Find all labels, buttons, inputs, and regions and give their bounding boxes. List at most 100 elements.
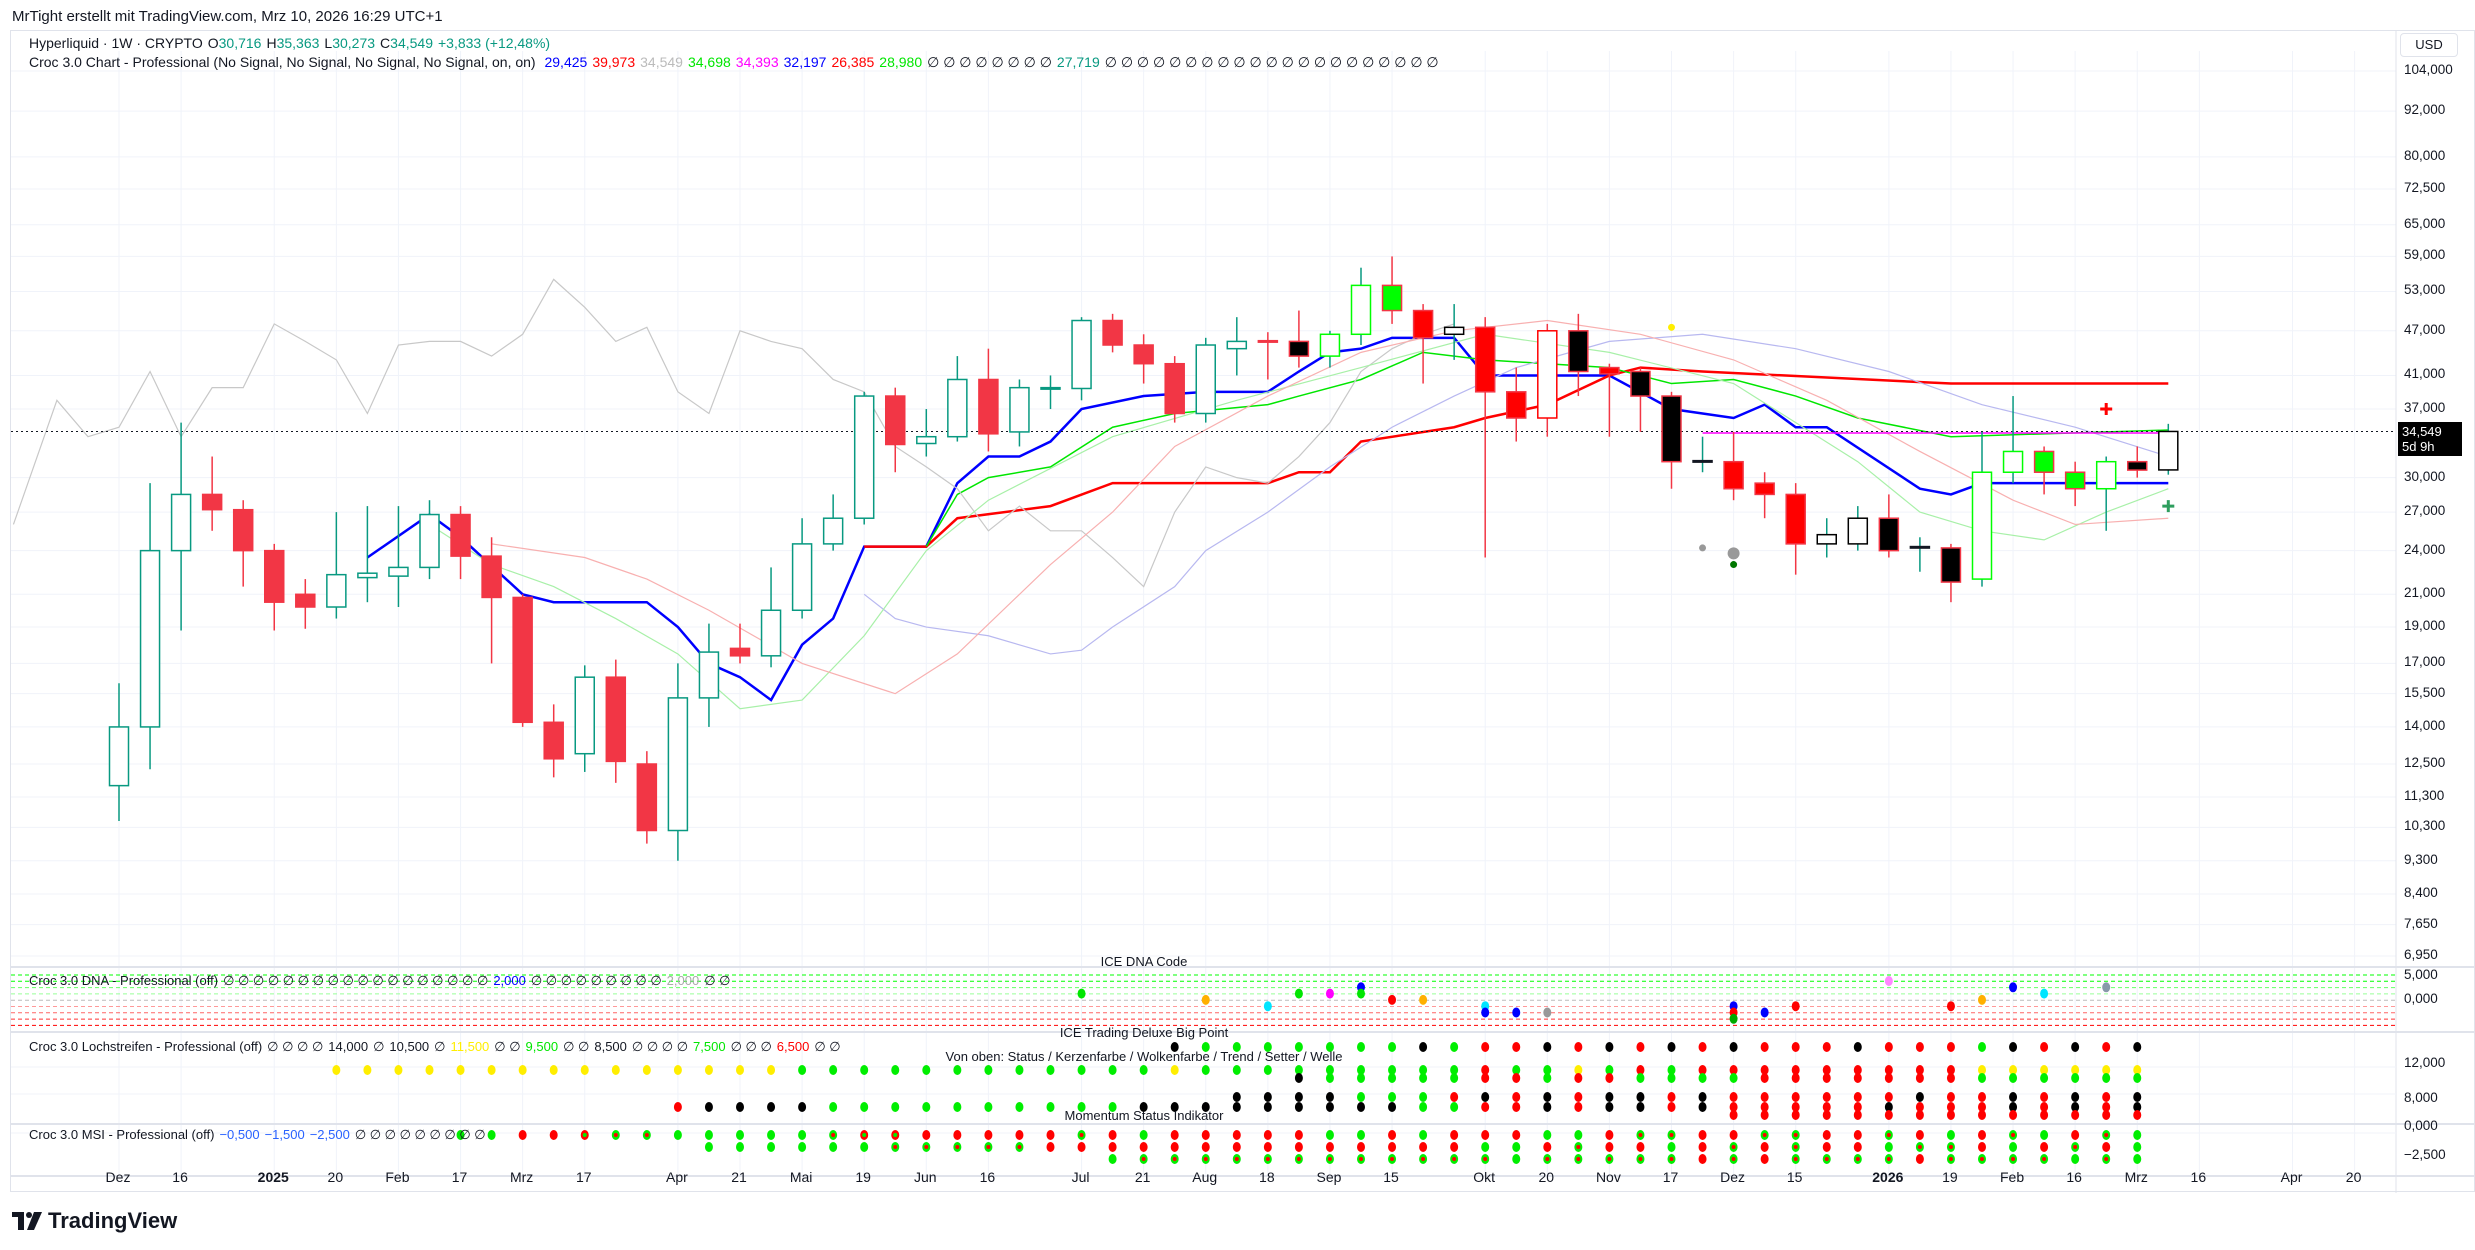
msi-dot [1419, 1142, 1428, 1152]
lochstreifen-legend[interactable]: Croc 3.0 Lochstreifen - Professional (of… [29, 1039, 846, 1055]
candle-body [1723, 460, 1744, 490]
currency-button[interactable]: USD [2400, 33, 2458, 57]
indicator-legend[interactable]: Croc 3.0 Chart - Professional (No Signal… [29, 54, 1444, 71]
lochstreifen-dot [1978, 1110, 1986, 1120]
msi-dot [1388, 1142, 1397, 1152]
lochstreifen-dot [984, 1102, 993, 1112]
legend-value: 6,500 [776, 1039, 810, 1054]
msi-dot [1325, 1130, 1334, 1140]
msi-dot [2133, 1154, 2142, 1164]
msi-dot [1915, 1154, 1924, 1164]
lochstreifen-dot [1698, 1042, 1707, 1052]
lochstreifen-dot [2009, 1042, 2018, 1052]
lochstreifen-dot [2009, 1110, 2018, 1120]
dna-dot [1729, 1013, 1738, 1024]
price-axis-label: 37,000 [2404, 400, 2446, 416]
msi-dot [1015, 1130, 1024, 1140]
indicator-line [429, 333, 2169, 710]
chart-canvas[interactable] [11, 31, 2475, 1193]
time-axis-label: Jun [914, 1169, 937, 1185]
msi-dot [1605, 1130, 1614, 1140]
price-axis-label: 104,000 [2404, 62, 2453, 77]
lochstreifen-dot [1822, 1042, 1831, 1052]
msi-dot-core [1669, 1133, 1674, 1137]
msi-dot [1263, 1142, 1272, 1152]
lochstreifen-dot [1512, 1073, 1521, 1083]
lochstreifen-dot [1419, 1092, 1428, 1102]
dna-dot [1543, 1007, 1552, 1018]
msi-dot [1357, 1142, 1365, 1152]
lochstreifen-dot [1450, 1092, 1459, 1102]
candle-body [1785, 493, 1806, 545]
open-value: 30,716 [218, 35, 262, 51]
candle-body [1692, 459, 1713, 463]
candle-body [1350, 284, 1372, 336]
legend-value: ∅ ∅ ∅ ∅ ∅ ∅ ∅ ∅ [927, 54, 1052, 70]
price-axis-label: 80,000 [2404, 147, 2446, 163]
msi-dot [1978, 1130, 1986, 1140]
lochstreifen-dot [1481, 1065, 1490, 1075]
msi-dot [2102, 1142, 2111, 1152]
lochstreifen-dot [2102, 1073, 2111, 1083]
lochstreifen-dot [642, 1065, 651, 1075]
legend-value: 9,500 [525, 1039, 559, 1054]
lochstreifen-dot [1543, 1065, 1552, 1075]
symbol-legend[interactable]: Hyperliquid · 1W · CRYPTO O30,716 H35,363 L… [29, 35, 555, 51]
candle-body [1288, 340, 1310, 357]
lochstreifen-dot [1170, 1102, 1179, 1112]
msi-dot-core [1452, 1157, 1457, 1161]
lochstreifen-dot [1357, 1102, 1365, 1112]
dna-dot [1325, 988, 1334, 999]
msi-dot [1294, 1130, 1303, 1140]
legend-value: ∅ ∅ [704, 973, 731, 988]
dna-dot [1481, 1007, 1490, 1018]
msi-dot [1108, 1142, 1117, 1152]
price-axis-label: −2,500 [2404, 1147, 2446, 1162]
msi-dot-core [1917, 1145, 1922, 1149]
legend-value: ∅ ∅ [814, 1039, 841, 1054]
msi-dot-core [1172, 1157, 1177, 1161]
msi-dot-core [613, 1133, 618, 1137]
lochstreifen-dot [1791, 1065, 1800, 1075]
msi-dot [1046, 1130, 1055, 1140]
dna-title: ICE DNA Code [1100, 954, 1188, 969]
lochstreifen-dot [1946, 1073, 1955, 1083]
msi-legend[interactable]: Croc 3.0 MSI - Professional (off) −0,500−… [29, 1127, 491, 1143]
lochstreifen-dot [1853, 1073, 1862, 1083]
low-label: L [324, 35, 333, 51]
msi-name: Croc 3.0 MSI - Professional (off) [29, 1127, 215, 1142]
lochstreifen-dot [1543, 1092, 1552, 1102]
lochstreifen-dot [1543, 1102, 1552, 1112]
lochstreifen-dot [1978, 1042, 1986, 1052]
candle-body [1009, 386, 1030, 433]
lochstreifen-dot [2133, 1065, 2142, 1075]
candle-body [388, 566, 409, 577]
bar-countdown: 5d 9h [2402, 439, 2435, 454]
msi-dot [1046, 1142, 1055, 1152]
msi-dot [1481, 1142, 1490, 1152]
dna-legend[interactable]: Croc 3.0 DNA - Professional (off) ∅ ∅ ∅ ∅… [29, 973, 735, 989]
candle-body [326, 573, 347, 608]
msi-dot-core [893, 1145, 898, 1149]
lochstreifen-dot [1884, 1073, 1893, 1083]
lochstreifen-dot [1512, 1042, 1521, 1052]
lochstreifen-dot [394, 1065, 403, 1075]
msi-dot-core [1731, 1145, 1736, 1149]
candle-body [916, 435, 937, 445]
lochstreifen-dot [1170, 1042, 1179, 1052]
tradingview-logo[interactable]: TradingView [12, 1208, 177, 1234]
price-axis-label: 27,000 [2404, 503, 2446, 519]
lochstreifen-dot [1512, 1092, 1521, 1102]
cross-marker-icon [2100, 403, 2113, 416]
msi-dot [1698, 1142, 1707, 1152]
dna-dot [1357, 988, 1365, 999]
lochstreifen-dot [2040, 1102, 2049, 1112]
time-axis-label: Feb [385, 1169, 410, 1185]
legend-value: 34,549 [640, 54, 683, 70]
lochstreifen-dot [829, 1065, 838, 1075]
msi-dot [1294, 1142, 1303, 1152]
legend-value: −0,500 [219, 1127, 260, 1142]
msi-dot-core [1327, 1157, 1332, 1161]
msi-dot-core [1421, 1157, 1426, 1161]
msi-dot [549, 1130, 558, 1140]
